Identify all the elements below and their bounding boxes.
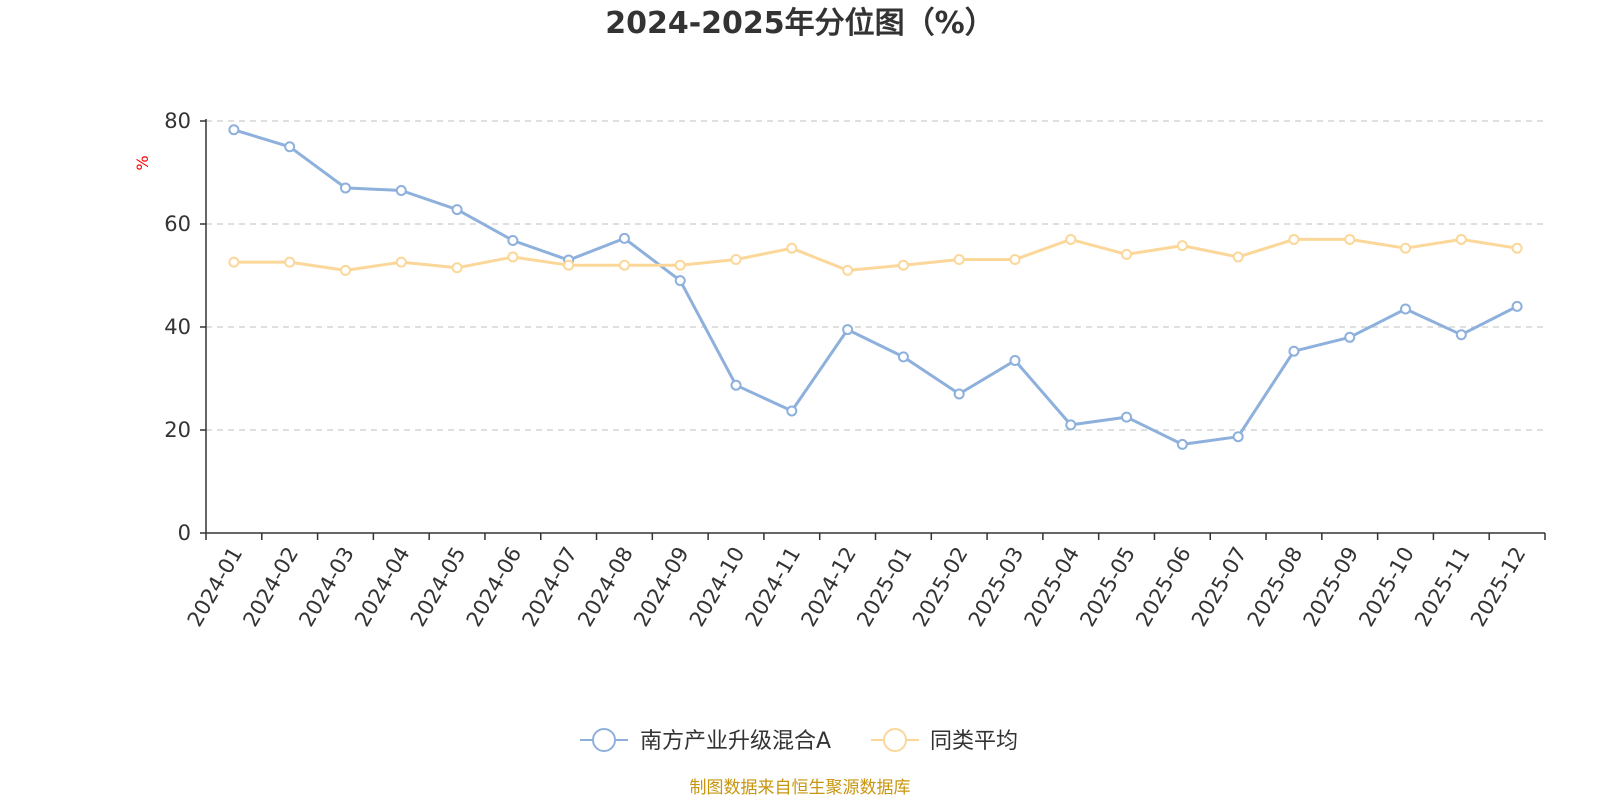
- data-source-note: 制图数据来自恒生聚源数据库: [690, 778, 911, 798]
- data-point[interactable]: [1232, 431, 1244, 443]
- data-point[interactable]: [563, 259, 575, 271]
- data-point[interactable]: [897, 351, 909, 363]
- x-tick-label: 2025-06: [1131, 543, 1196, 631]
- x-tick-label: 2025-08: [1243, 543, 1308, 631]
- y-tick-label: 0: [178, 521, 191, 545]
- axes: [200, 119, 1546, 540]
- data-point[interactable]: [1065, 419, 1077, 431]
- data-point[interactable]: [897, 259, 909, 271]
- data-point[interactable]: [674, 275, 686, 287]
- data-point[interactable]: [1288, 345, 1300, 357]
- x-tick-label: 2025-03: [964, 543, 1029, 631]
- data-point[interactable]: [786, 405, 798, 417]
- data-point[interactable]: [339, 264, 351, 276]
- x-tick-label: 2025-11: [1410, 543, 1475, 631]
- x-tick-label: 2024-11: [741, 543, 806, 631]
- data-point[interactable]: [228, 256, 240, 268]
- data-point[interactable]: [786, 242, 798, 254]
- data-point[interactable]: [1009, 354, 1021, 366]
- legend-marker-circle: [883, 728, 907, 752]
- data-point[interactable]: [284, 141, 296, 153]
- x-tick-label: 2024-05: [406, 543, 471, 631]
- data-point[interactable]: [618, 232, 630, 244]
- data-point[interactable]: [339, 182, 351, 194]
- data-point[interactable]: [395, 185, 407, 197]
- data-point[interactable]: [395, 256, 407, 268]
- x-tick-label: 2025-10: [1354, 543, 1419, 631]
- x-tick-label: 2024-12: [796, 543, 861, 631]
- y-tick-label: 40: [164, 315, 191, 339]
- data-point[interactable]: [1344, 331, 1356, 343]
- data-point[interactable]: [507, 234, 519, 246]
- data-point[interactable]: [1009, 254, 1021, 266]
- y-tick-label: 80: [164, 109, 191, 133]
- data-point[interactable]: [1065, 233, 1077, 245]
- data-point[interactable]: [1344, 233, 1356, 245]
- x-tick-label: 2024-06: [462, 543, 527, 631]
- series-lines: [228, 124, 1523, 450]
- data-point[interactable]: [674, 259, 686, 271]
- data-point[interactable]: [953, 388, 965, 400]
- x-tick-label: 2025-04: [1020, 543, 1085, 631]
- data-point[interactable]: [1121, 248, 1133, 260]
- data-point[interactable]: [1511, 300, 1523, 312]
- x-tick-labels: 2024-012024-022024-032024-042024-052024-…: [183, 543, 1531, 631]
- legend-item-series-1[interactable]: 同类平均: [871, 728, 1018, 754]
- data-point[interactable]: [1455, 233, 1467, 245]
- data-point[interactable]: [284, 256, 296, 268]
- data-point[interactable]: [1400, 242, 1412, 254]
- data-point[interactable]: [1455, 329, 1467, 341]
- data-point[interactable]: [730, 254, 742, 266]
- data-point[interactable]: [842, 324, 854, 336]
- data-point[interactable]: [1400, 303, 1412, 315]
- x-tick-label: 2024-04: [350, 543, 415, 631]
- x-tick-label: 2024-08: [573, 543, 638, 631]
- data-point[interactable]: [451, 204, 463, 216]
- data-point[interactable]: [730, 379, 742, 391]
- data-point[interactable]: [1288, 233, 1300, 245]
- x-tick-label: 2024-07: [517, 543, 582, 631]
- series-line: [233, 128, 1518, 446]
- data-point[interactable]: [842, 264, 854, 276]
- data-point[interactable]: [507, 251, 519, 263]
- x-tick-label: 2025-09: [1298, 543, 1363, 631]
- y-tick-labels: 0 20 40 60 80: [164, 109, 191, 545]
- legend-marker-circle: [592, 728, 616, 752]
- data-point[interactable]: [953, 254, 965, 266]
- x-tick-label: 2025-07: [1187, 543, 1252, 631]
- y-tick-label: 20: [164, 418, 191, 442]
- x-tick-label: 2025-05: [1075, 543, 1140, 631]
- x-tick-label: 2024-02: [238, 543, 303, 631]
- y-tick-label: 60: [164, 212, 191, 236]
- series-1: [228, 233, 1523, 276]
- data-point[interactable]: [1121, 411, 1133, 423]
- data-point[interactable]: [1511, 242, 1523, 254]
- series-0: [228, 124, 1523, 450]
- x-tick-label: 2025-02: [908, 543, 973, 631]
- x-tick-label: 2024-09: [629, 543, 694, 631]
- data-point[interactable]: [1176, 240, 1188, 252]
- data-point[interactable]: [1176, 438, 1188, 450]
- x-tick-label: 2024-01: [183, 543, 248, 631]
- x-tick-label: 2025-01: [852, 543, 917, 631]
- y-axis-label: %: [133, 155, 152, 170]
- legend: 南方产业升级混合A 同类平均: [580, 728, 1018, 754]
- x-tick-label: 2025-12: [1466, 543, 1531, 631]
- legend-item-series-0[interactable]: 南方产业升级混合A: [580, 728, 831, 754]
- chart-title: 2024-2025年分位图（%）: [605, 6, 995, 41]
- legend-label-series-0: 南方产业升级混合A: [640, 729, 831, 754]
- data-point[interactable]: [618, 259, 630, 271]
- legend-label-series-1: 同类平均: [930, 729, 1018, 754]
- data-point[interactable]: [451, 262, 463, 274]
- data-point[interactable]: [228, 124, 240, 136]
- data-point[interactable]: [1232, 251, 1244, 263]
- x-tick-label: 2024-10: [685, 543, 750, 631]
- x-tick-label: 2024-03: [294, 543, 359, 631]
- series-line: [233, 237, 1518, 272]
- grid-lines: [206, 120, 1545, 431]
